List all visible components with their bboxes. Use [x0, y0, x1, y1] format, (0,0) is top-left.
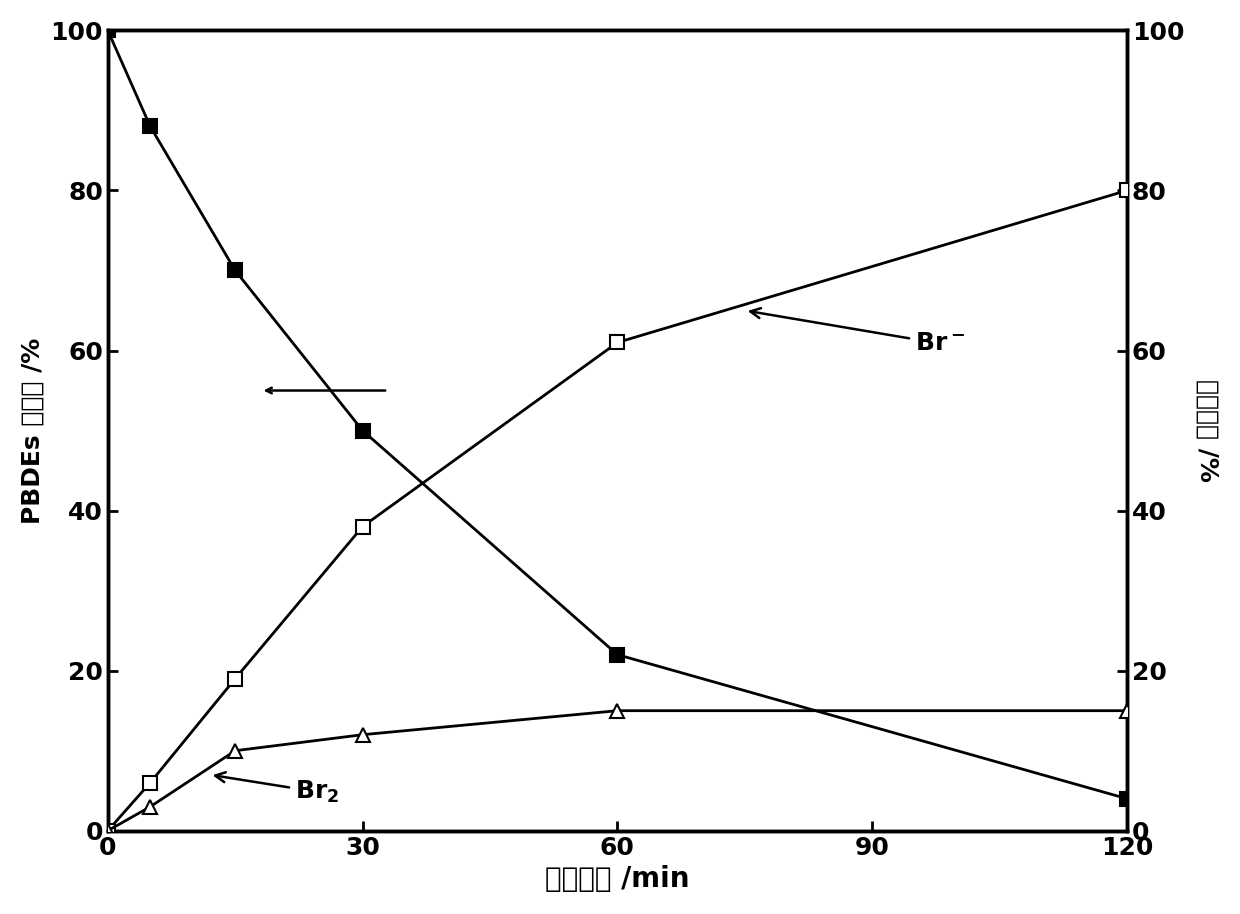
Text: Br$^-$: Br$^-$ — [750, 308, 965, 356]
X-axis label: 球磨时间 /min: 球磨时间 /min — [546, 866, 689, 893]
Y-axis label: PBDEs 残余量 /%: PBDEs 残余量 /% — [21, 337, 45, 524]
Text: Br$_2$: Br$_2$ — [216, 772, 339, 805]
Y-axis label: 溨的产率 /%: 溨的产率 /% — [1195, 379, 1219, 482]
